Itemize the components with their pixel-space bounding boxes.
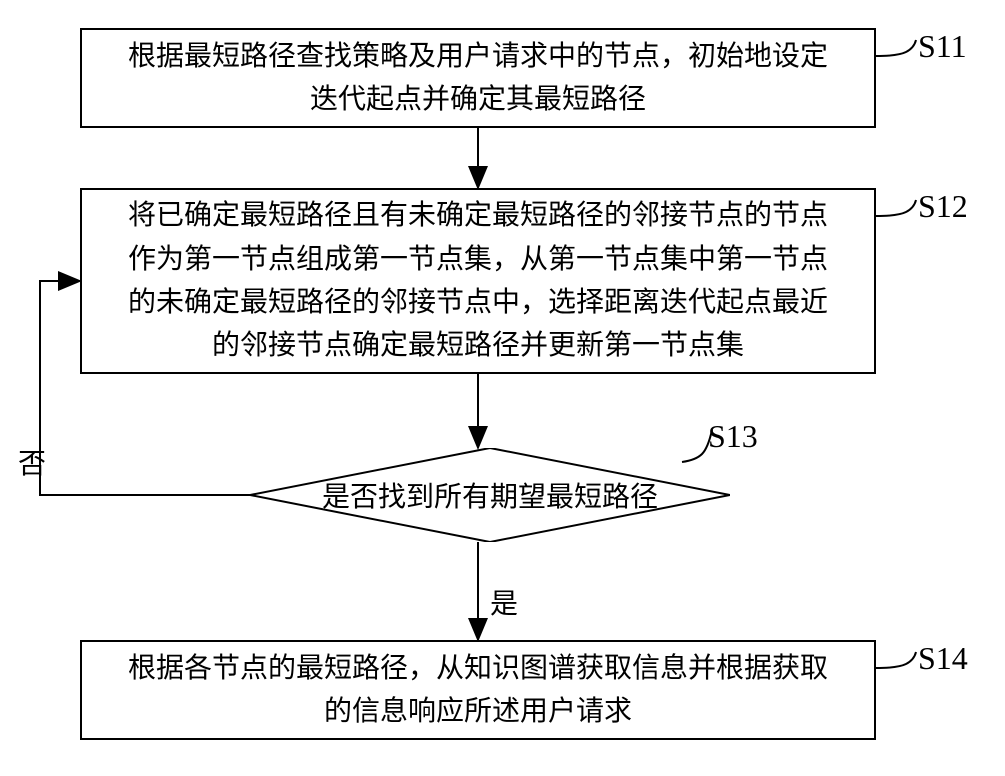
step-label-s12: S12 [918, 188, 968, 225]
flow-node-s13-text: 是否找到所有期望最短路径 [250, 448, 730, 542]
flow-node-s11-text: 根据最短路径查找策略及用户请求中的节点，初始地设定迭代起点并确定其最短路径 [118, 35, 838, 122]
flow-node-s11: 根据最短路径查找策略及用户请求中的节点，初始地设定迭代起点并确定其最短路径 [80, 28, 876, 128]
step-connector-s11 [876, 40, 916, 56]
flow-node-s13: 是否找到所有期望最短路径 [250, 448, 730, 542]
flow-node-s14-text: 根据各节点的最短路径，从知识图谱获取信息并根据获取的信息响应所述用户请求 [118, 647, 838, 734]
edge-label-no: 否 [18, 442, 46, 482]
step-label-s11: S11 [918, 28, 967, 65]
step-connector-s12 [876, 200, 916, 216]
flow-node-s14: 根据各节点的最短路径，从知识图谱获取信息并根据获取的信息响应所述用户请求 [80, 640, 876, 740]
step-connector-s14 [876, 652, 916, 668]
flow-node-s12: 将已确定最短路径且有未确定最短路径的邻接节点的节点作为第一节点组成第一节点集，从… [80, 188, 876, 374]
flow-node-s12-text: 将已确定最短路径且有未确定最短路径的邻接节点的节点作为第一节点组成第一节点集，从… [118, 194, 838, 368]
step-label-s14: S14 [918, 640, 968, 677]
edge-label-yes: 是 [490, 582, 518, 622]
step-label-s13: S13 [708, 418, 758, 455]
